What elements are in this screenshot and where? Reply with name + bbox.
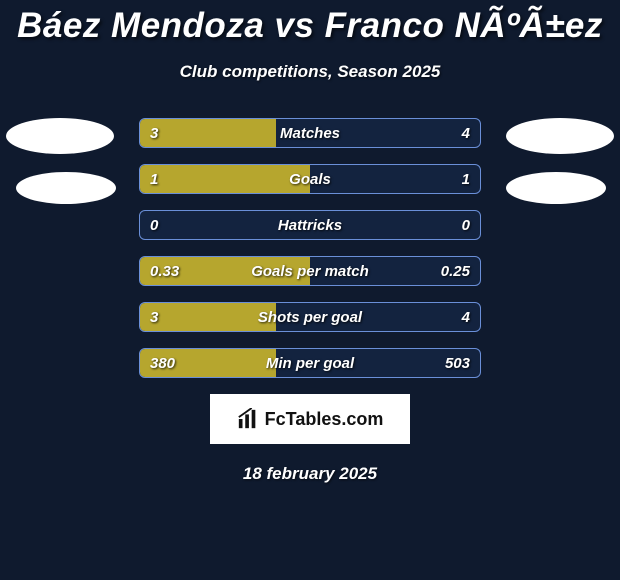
stat-right-value: 1 — [462, 165, 470, 193]
logo-text: FcTables.com — [265, 409, 384, 430]
stat-label: Min per goal — [140, 349, 480, 377]
stat-row: 1Goals1 — [139, 164, 481, 194]
comparison-panel: 3Matches4 1Goals1 0Hattricks0 0.33Goals per… — [0, 118, 620, 484]
player-a-avatar — [6, 118, 114, 154]
stat-label: Hattricks — [140, 211, 480, 239]
stat-right-value: 4 — [462, 119, 470, 147]
player-b-avatar — [506, 118, 614, 154]
date-label: 18 february 2025 — [0, 464, 620, 484]
stat-label: Goals per match — [140, 257, 480, 285]
page-title: Báez Mendoza vs Franco NÃºÃ±ez — [0, 0, 620, 46]
stat-label: Matches — [140, 119, 480, 147]
stats-bars: 3Matches4 1Goals1 0Hattricks0 0.33Goals per… — [139, 118, 481, 378]
left-avatar-column — [6, 118, 116, 222]
stat-row: 0.33Goals per match0.25 — [139, 256, 481, 286]
stat-right-value: 4 — [462, 303, 470, 331]
page-subtitle: Club competitions, Season 2025 — [0, 62, 620, 82]
stat-label: Goals — [140, 165, 480, 193]
stat-label: Shots per goal — [140, 303, 480, 331]
fctables-logo: FcTables.com — [210, 394, 410, 444]
player-a-club-avatar — [16, 172, 116, 204]
stat-row: 380Min per goal503 — [139, 348, 481, 378]
stat-right-value: 0.25 — [441, 257, 470, 285]
stat-right-value: 0 — [462, 211, 470, 239]
stat-row: 3Matches4 — [139, 118, 481, 148]
right-avatar-column — [506, 118, 614, 222]
stat-right-value: 503 — [445, 349, 470, 377]
stat-row: 0Hattricks0 — [139, 210, 481, 240]
stat-row: 3Shots per goal4 — [139, 302, 481, 332]
chart-icon — [237, 408, 259, 430]
player-b-club-avatar — [506, 172, 606, 204]
